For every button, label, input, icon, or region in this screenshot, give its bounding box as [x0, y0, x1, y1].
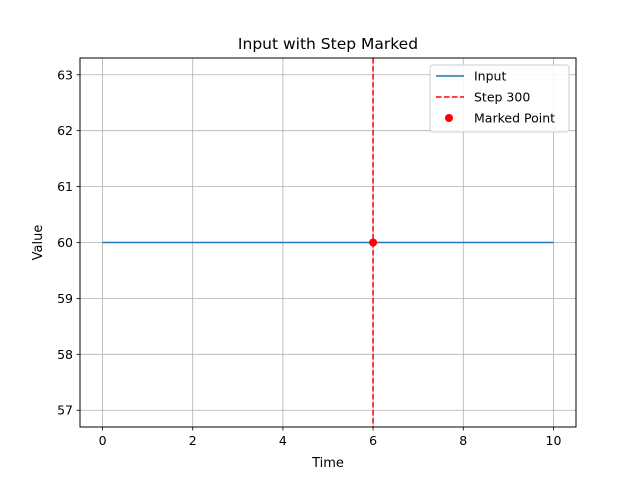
y-tick-label: 63: [57, 67, 73, 82]
y-axis-label: Value: [31, 225, 46, 261]
x-axis-label: Time: [311, 456, 344, 471]
legend-label: Step 300: [474, 90, 530, 105]
legend-entry-step: Step 300: [436, 90, 530, 105]
y-tick-label: 60: [57, 235, 73, 250]
series-layer: [102, 58, 554, 427]
x-tick-label: 4: [279, 433, 287, 448]
legend-swatch-dot: [445, 114, 453, 122]
x-tick-label: 0: [99, 433, 107, 448]
y-tick-label: 59: [57, 291, 73, 306]
ticks: 0 2 4 6 8 10 57 58 59 60 61 62 63: [57, 67, 561, 448]
y-tick-label: 61: [57, 179, 73, 194]
legend: Input Step 300 Marked Point: [429, 64, 570, 133]
legend-label: Input: [474, 69, 506, 84]
legend-entry-input: Input: [436, 69, 506, 84]
marked-point: [369, 238, 378, 247]
y-tick-label: 58: [57, 347, 73, 362]
y-tick-label: 62: [57, 123, 73, 138]
y-tick-label: 57: [57, 403, 73, 418]
legend-label: Marked Point: [474, 111, 555, 126]
chart-title: Input with Step Marked: [238, 35, 418, 53]
x-tick-label: 6: [369, 433, 377, 448]
x-tick-label: 10: [546, 433, 562, 448]
x-tick-label: 2: [189, 433, 197, 448]
legend-box: [429, 64, 570, 133]
x-tick-label: 8: [459, 433, 467, 448]
legend-entry-marked-point: Marked Point: [445, 111, 555, 126]
